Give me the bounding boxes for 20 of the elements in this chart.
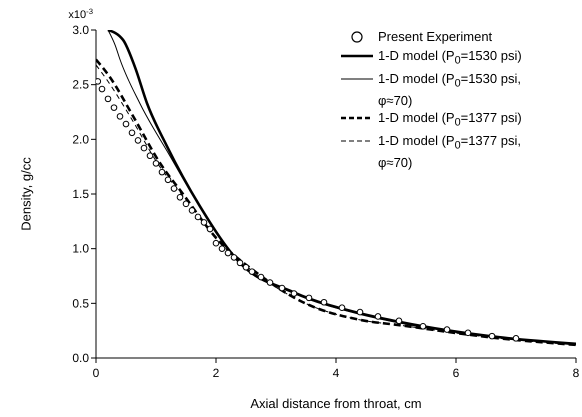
y-tick-label: 0.5 <box>72 296 90 310</box>
y-tick-label: 1.5 <box>72 187 90 201</box>
x-tick-label: 6 <box>452 366 460 380</box>
x-tick-label: 0 <box>92 366 100 380</box>
legend-label: 1-D model (P$_{0}$=1530 psi) <box>378 47 523 69</box>
text: 1-D model (P$_{0}$=1377 psi, φ≈70) <box>378 132 521 170</box>
y-tick-label: 2.0 <box>72 132 90 146</box>
x-tick-label: 2 <box>212 366 220 380</box>
x-tick-label: 4 <box>332 366 340 380</box>
y-axis-title: Density, g/cc <box>18 156 34 231</box>
x-axis-title: Axial distance from throat, cm <box>250 396 422 411</box>
x-tick-label: 8 <box>572 366 580 380</box>
legend-label: Present Experiment <box>378 28 494 45</box>
legend-label: 1-D model (P$_{0}$=1377 psi) <box>378 109 523 131</box>
y-tick-label: 1.0 <box>72 242 90 256</box>
text: x10$^{-3}$ <box>68 6 93 21</box>
y-tick-label: 0.0 <box>72 351 90 365</box>
y-tick-label: 2.5 <box>72 78 90 92</box>
text: 1-D model (P$_{0}$=1530 psi, φ≈70) <box>378 70 521 108</box>
y-tick-label: 3.0 <box>72 23 90 37</box>
